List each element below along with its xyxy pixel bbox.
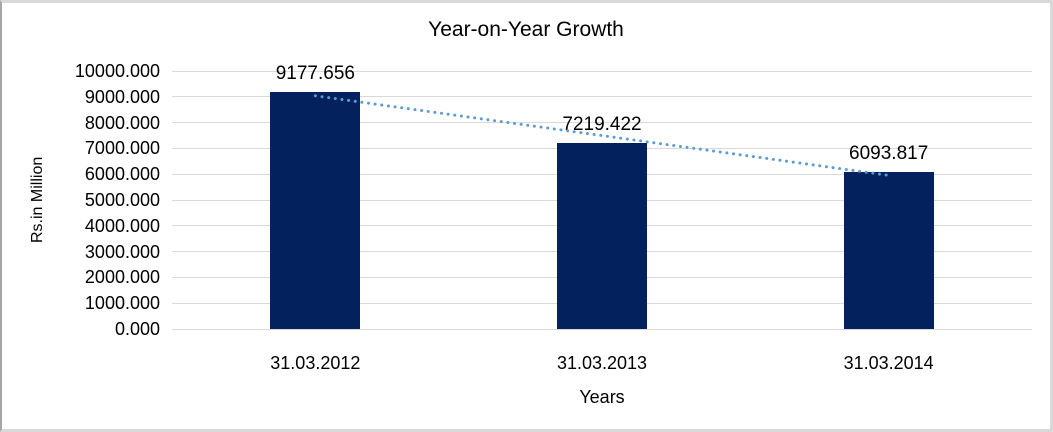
x-axis-title: Years — [579, 387, 625, 407]
y-tick-label: 0.000 — [114, 319, 160, 339]
bar — [270, 92, 361, 329]
gridline — [172, 70, 1032, 72]
chart-title: Year-on-Year Growth — [428, 18, 624, 41]
bar — [843, 171, 934, 329]
y-tick-label: 10000.000 — [74, 61, 160, 81]
plot-area: 9177.656 7219.422 6093.817 — [172, 64, 1032, 330]
bar — [557, 142, 647, 329]
y-axis-title: Rs.in Million — [29, 156, 46, 244]
y-tick-label: 7000.000 — [84, 138, 160, 159]
bar-data-label: 7219.422 — [562, 113, 642, 135]
y-tick-label: 3000.000 — [84, 241, 160, 262]
bar-data-label: 9177.656 — [275, 63, 355, 85]
x-tick-label: 31.03.2014 — [843, 353, 934, 373]
x-tick-label: 31.03.2013 — [556, 353, 648, 373]
gridline — [172, 328, 1032, 330]
y-tick-label: 1000.000 — [84, 293, 160, 314]
y-tick-label: 5000.000 — [84, 190, 160, 210]
y-tick-label: 9000.000 — [84, 86, 160, 107]
x-tick-label: 31.03.2012 — [270, 353, 361, 373]
bar-data-label: 6093.817 — [849, 142, 929, 164]
y-tick-label: 2000.000 — [84, 267, 160, 288]
y-tick-label: 8000.000 — [84, 112, 160, 133]
y-tick-label: 4000.000 — [84, 215, 160, 236]
y-tick-label: 6000.000 — [84, 164, 160, 185]
